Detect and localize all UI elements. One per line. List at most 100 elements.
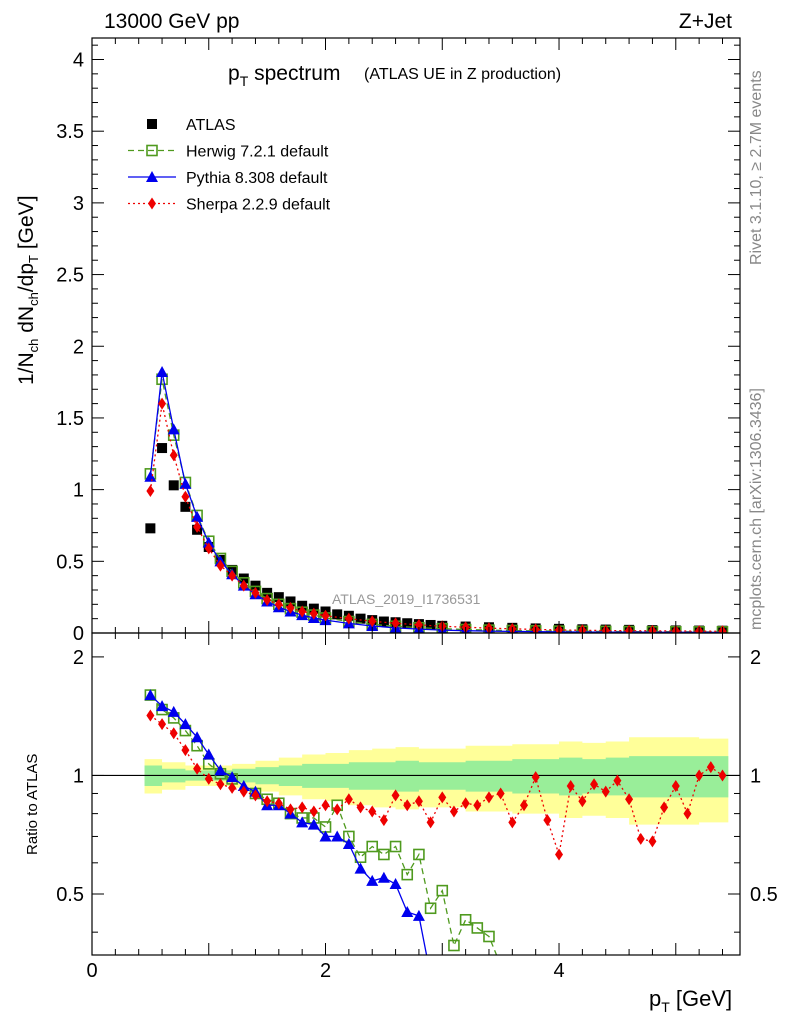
pythia-8-308-default-ratio-point: [226, 771, 239, 783]
sherpa-2-2-9-default-ratio-point: [613, 774, 622, 787]
sherpa-2-2-9-default-ratio-point: [660, 801, 669, 814]
ratio-y-tick-label-right: 0.5: [750, 884, 778, 906]
sherpa-2-2-9-default-point: [216, 559, 225, 572]
sherpa-2-2-9-default-ratio-point: [379, 814, 388, 827]
main-y-tick-label: 0.5: [56, 551, 84, 573]
sherpa-2-2-9-default-point: [239, 579, 248, 592]
x-tick-label: 4: [553, 960, 564, 982]
pythia-8-308-default-ratio-line: [149, 694, 428, 955]
atlas-point: [168, 480, 179, 491]
legend-herwig-7-2-1-default-marker: [146, 144, 158, 157]
sherpa-2-2-9-default-ratio-point: [566, 780, 575, 793]
sherpa-2-2-9-default-ratio-point: [496, 787, 505, 800]
pythia-8-308-default-ratio-point: [307, 818, 320, 830]
main-y-tick-label: 3.5: [56, 121, 84, 143]
pythia-8-308-default-ratio-point: [144, 689, 157, 701]
sherpa-2-2-9-default-ratio-point: [181, 744, 190, 757]
sherpa-2-2-9-default-ratio-point: [508, 816, 517, 829]
herwig-7-2-1-default-ratio-line: [149, 694, 498, 955]
main-y-tick-label: 2.5: [56, 265, 84, 287]
pythia-8-308-default-ratio-point: [319, 830, 332, 842]
herwig-7-2-1-default-ratio-point: [448, 939, 460, 952]
sherpa-2-2-9-default-ratio-point: [239, 785, 248, 798]
sherpa-2-2-9-default-ratio-point: [426, 816, 435, 829]
sherpa-2-2-9-default-point: [181, 490, 190, 503]
sherpa-2-2-9-default-ratio-point: [683, 807, 692, 820]
pythia-8-308-default-ratio-point: [156, 700, 169, 712]
ratio-x-axis: 0 2 4: [86, 633, 723, 982]
main-y-axis-label: 1/Nch dNch/dpT [GeV]: [15, 195, 41, 385]
sherpa-2-2-9-default-ratio-point: [601, 785, 610, 798]
pythia-8-308-default-point: [144, 470, 157, 482]
sherpa-2-2-9-default-ratio-point: [298, 801, 307, 814]
sherpa-2-2-9-default-point: [146, 485, 155, 498]
sherpa-2-2-9-default-ratio-point: [578, 795, 587, 808]
herwig-7-2-1-default-ratio-point: [366, 840, 379, 853]
pythia-8-308-default-ratio-point: [202, 748, 215, 760]
legend-atlas-label: ATLAS: [186, 117, 236, 134]
mcplots-source-label: mcplots.cern.ch [arXiv:1306.3436]: [748, 388, 765, 630]
process-label: Z+Jet: [679, 10, 732, 33]
herwig-7-2-1-default-ratio-point: [424, 902, 437, 915]
sherpa-2-2-9-default-ratio-point: [555, 848, 564, 861]
main-y-tick-label: 4: [73, 50, 84, 72]
plot-title-sub: T: [240, 73, 249, 89]
legend-atlas-marker: [147, 119, 157, 129]
sherpa-2-2-9-default-point: [158, 397, 167, 410]
sherpa-2-2-9-default-ratio-point: [625, 793, 634, 806]
sherpa-2-2-9-default-point: [251, 586, 260, 599]
main-x-axis: [91, 38, 723, 633]
sherpa-2-2-9-default-ratio-point: [403, 799, 412, 812]
sherpa-2-2-9-default-ratio-point: [274, 797, 283, 810]
pythia-8-308-default-point: [156, 366, 169, 378]
sherpa-2-2-9-default-ratio-point: [193, 762, 202, 775]
sherpa-2-2-9-default-ratio-point: [718, 769, 727, 782]
sherpa-2-2-9-default-point: [193, 520, 202, 533]
sherpa-2-2-9-default-ratio-point: [146, 709, 155, 722]
plot-title-rest: spectrum: [248, 62, 340, 85]
herwig-7-2-1-default-ratio-point: [496, 960, 506, 970]
x-tick-label: 0: [86, 960, 97, 982]
sherpa-2-2-9-default-ratio-point: [671, 780, 680, 793]
main-y-tick-label: 0: [73, 623, 84, 645]
sherpa-2-2-9-default-ratio-point: [484, 791, 493, 804]
x-tick-label: 2: [320, 960, 331, 982]
sherpa-2-2-9-default-ratio-point: [473, 799, 482, 812]
sherpa-2-2-9-default-ratio-point: [461, 797, 470, 810]
herwig-7-2-1-default-ratio-point: [413, 848, 425, 861]
rivet-version-label: Rivet 3.1.10, ≥ 2.7M events: [748, 70, 765, 265]
plot-title: pT spectrum: [228, 62, 340, 89]
energy-label: 13000 GeV pp: [104, 10, 239, 33]
sherpa-2-2-9-default-ratio-point: [520, 799, 528, 812]
pythia-8-308-default-ratio-point: [389, 878, 402, 890]
sherpa-2-2-9-default-ratio-point: [309, 805, 318, 818]
ratio-frame: [91, 632, 741, 956]
x-axis-label: pT [GeV]: [649, 986, 732, 1015]
pythia-8-308-default-ratio-point: [331, 830, 344, 842]
pythia-8-308-default-ratio-point: [412, 909, 425, 921]
herwig-7-2-1-default-ratio-point: [471, 922, 484, 934]
legend-pythia-8-308-default-label: Pythia 8.308 default: [186, 170, 328, 187]
atlas-point: [180, 501, 191, 512]
sherpa-2-2-9-default-ratio-point: [169, 727, 178, 740]
pythia-8-308-default-ratio-point: [342, 837, 355, 849]
pythia-8-308-default-ratio-point: [354, 862, 367, 874]
main-y-tick-label: 3: [73, 193, 84, 215]
sherpa-2-2-9-default-ratio-point: [695, 769, 704, 782]
sherpa-2-2-9-default-ratio-point: [531, 771, 540, 784]
atlas-point: [273, 592, 284, 603]
pythia-8-308-default-ratio-point: [214, 764, 227, 776]
sherpa-2-2-9-default-ratio-point: [158, 718, 167, 731]
main-y-tick-label: 1: [73, 480, 84, 502]
legend-pythia-8-308-default-marker: [146, 171, 158, 182]
sherpa-2-2-9-default-ratio-point: [449, 805, 458, 818]
ratio-y-tick-label: 2: [73, 647, 84, 669]
sherpa-2-2-9-default-point: [286, 601, 295, 614]
pythia-8-308-default-ratio-point: [179, 718, 192, 730]
herwig-7-2-1-default-ratio-point: [459, 913, 472, 926]
atlas-point: [332, 609, 343, 620]
sherpa-2-2-9-default-ratio-point: [368, 805, 377, 818]
ratio-y-tick-label: 0.5: [56, 884, 84, 906]
sherpa-2-2-9-default-ratio-point: [648, 835, 657, 848]
